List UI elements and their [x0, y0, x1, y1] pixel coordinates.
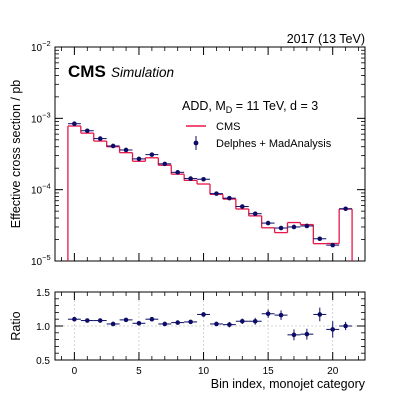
main-y-axis-title: Effective cross section / pb	[9, 80, 23, 228]
delphes-point	[80, 128, 94, 134]
ratio-point	[261, 309, 275, 318]
x-tick-label: 0	[72, 366, 78, 377]
delphes-point	[184, 176, 198, 181]
delphes-point	[197, 176, 210, 182]
ratio-point	[171, 320, 185, 325]
ratio-axis-ticks: 0.5 1.0 1.5 0 5 10 15 20	[36, 288, 365, 377]
delphes-point	[222, 195, 236, 201]
delphes-point	[326, 242, 340, 248]
simulation-label: Simulation	[111, 65, 174, 80]
delphes-point	[313, 236, 327, 242]
legend-delphes-marker	[193, 136, 199, 150]
ratio-point	[339, 321, 353, 331]
main-series	[67, 121, 353, 261]
ratio-plot-frame	[54, 291, 366, 361]
x-tick-label: 10	[198, 366, 210, 377]
delphes-point	[145, 152, 159, 157]
ratio-point	[158, 321, 172, 327]
delphes-point	[261, 220, 275, 226]
ratio-point	[184, 319, 198, 325]
main-y-tick-label: 10−5	[31, 253, 51, 268]
main-axis-ticks: 10−5 10−4 10−3 10−2	[31, 39, 365, 268]
ratio-point	[197, 312, 210, 317]
ratio-series	[67, 307, 353, 341]
ratio-point	[313, 307, 327, 322]
legend-delphes-label: Delphes + MadAnalysis	[216, 138, 332, 150]
x-tick-label: 5	[136, 366, 142, 377]
ratio-point	[274, 310, 288, 320]
delphes-point	[132, 156, 146, 162]
ratio-y-tick-label: 1.0	[36, 322, 50, 333]
delphes-point	[235, 204, 249, 209]
delphes-point	[67, 121, 81, 127]
main-plot-frame	[54, 46, 366, 262]
ratio-point	[222, 321, 236, 328]
legend-cms-label: CMS	[216, 121, 240, 133]
ratio-point	[300, 328, 314, 340]
ratio-point	[235, 318, 249, 324]
ratio-point	[145, 316, 159, 322]
delphes-point	[119, 147, 133, 153]
x-tick-label: 20	[327, 366, 339, 377]
main-y-tick-label: 10−3	[31, 110, 51, 125]
delphes-point	[158, 161, 172, 167]
delphes-point	[300, 223, 314, 229]
ratio-point	[248, 317, 262, 325]
delphes-point	[339, 206, 353, 212]
ratio-point	[287, 329, 301, 341]
ratio-point	[93, 318, 107, 323]
ratio-point	[210, 321, 223, 327]
ratio-point	[80, 318, 94, 323]
delphes-point	[248, 211, 262, 217]
ratio-y-axis-title: Ratio	[9, 311, 23, 340]
experiment-label: CMS	[68, 62, 106, 81]
ratio-y-tick-label: 0.5	[36, 356, 50, 367]
delphes-point	[287, 224, 301, 230]
main-y-tick-label: 10−4	[31, 182, 51, 197]
lumi-label: 2017 (13 TeV)	[287, 32, 365, 46]
delphes-point	[106, 143, 120, 149]
ratio-point	[119, 317, 133, 323]
ratio-point	[326, 321, 340, 338]
x-tick-label: 15	[263, 366, 275, 377]
ratio-y-tick-label: 1.5	[36, 288, 50, 299]
ratio-point	[67, 316, 81, 322]
ratio-point	[106, 321, 120, 327]
main-y-tick-label: 10−2	[31, 39, 51, 54]
ratio-point	[132, 320, 146, 326]
delphes-point	[93, 136, 107, 141]
x-axis-title: Bin index, monojet category	[211, 377, 366, 391]
delphes-point	[274, 225, 288, 231]
delphes-point	[171, 170, 185, 175]
delphes-point	[210, 191, 223, 196]
legend-title: ADD, MD = 11 TeV, d = 3	[182, 99, 318, 115]
